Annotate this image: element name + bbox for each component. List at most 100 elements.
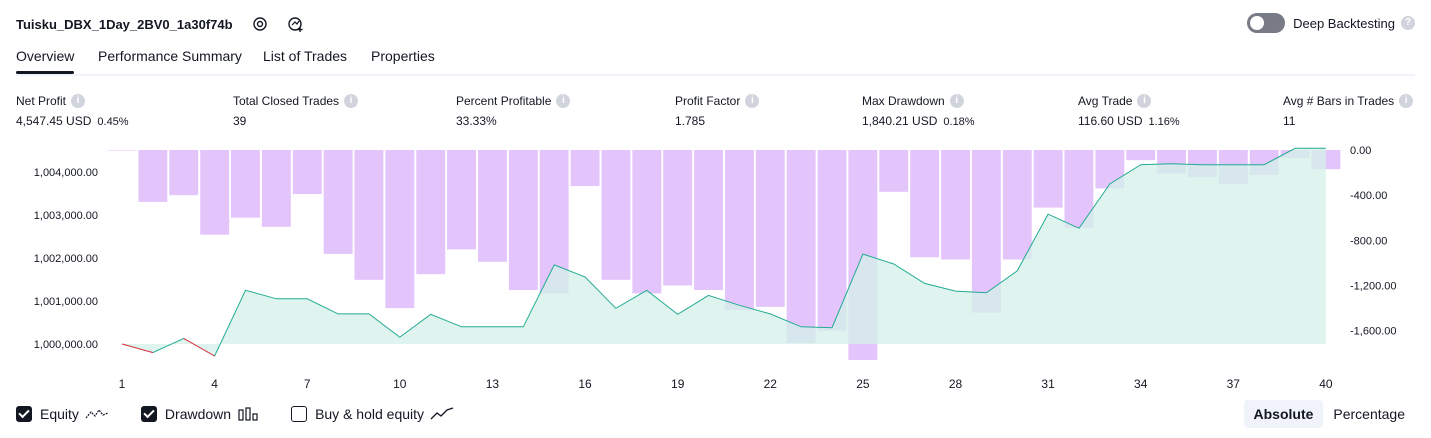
drawdown-bar bbox=[694, 150, 723, 290]
equity-checkbox[interactable] bbox=[16, 406, 32, 422]
drawdown-bar bbox=[231, 150, 260, 218]
drawdown-bar bbox=[416, 150, 446, 275]
right-axis-tick-label: -1,200.00 bbox=[1350, 281, 1396, 293]
drawdown-bar bbox=[663, 150, 693, 286]
drawdown-bar bbox=[323, 150, 353, 254]
x-axis-tick-label: 19 bbox=[671, 377, 685, 390]
metric-avg-trade: Avg Trade i 116.60 USD 1.16% bbox=[1078, 93, 1180, 128]
metric-value: 39 bbox=[233, 114, 247, 128]
legend-buy-hold[interactable]: Buy & hold equity bbox=[291, 406, 454, 422]
help-icon[interactable]: ? bbox=[1401, 16, 1415, 30]
metric-label: Profit Factor bbox=[675, 94, 741, 108]
drawdown-bar bbox=[169, 150, 199, 196]
legend-drawdown[interactable]: Drawdown bbox=[140, 406, 259, 422]
drawdown-bar bbox=[200, 150, 230, 235]
drawdown-bar bbox=[725, 150, 754, 311]
legend-equity-label: Equity bbox=[40, 406, 79, 422]
drawdown-bar bbox=[817, 150, 847, 331]
x-axis-tick-label: 31 bbox=[1041, 377, 1055, 390]
info-icon[interactable]: i bbox=[1137, 94, 1152, 108]
right-axis: 0.00 -400.00 -800.00 -1,200.00 -1,600.00 bbox=[1350, 145, 1396, 338]
drawdown-bar bbox=[138, 150, 168, 202]
x-axis-tick-label: 16 bbox=[578, 377, 592, 390]
scale-toggle: Absolute Percentage bbox=[1243, 400, 1416, 428]
info-icon[interactable]: i bbox=[71, 94, 86, 108]
drawdown-bar bbox=[1126, 150, 1156, 161]
metric-net-profit: Net Profit i 4,547.45 USD 0.45% bbox=[16, 93, 129, 128]
metric-avg-bars-in-trades: Avg # Bars in Trades i 11 bbox=[1283, 93, 1414, 128]
x-axis-tick-label: 4 bbox=[211, 377, 218, 390]
chart-legend: Equity Drawdown Buy & hold equity bbox=[16, 402, 486, 426]
legend-drawdown-label: Drawdown bbox=[164, 406, 232, 422]
legend-buy-hold-label: Buy & hold equity bbox=[315, 406, 425, 422]
drawdown-bar bbox=[570, 150, 600, 187]
x-axis-tick-label: 34 bbox=[1134, 377, 1148, 390]
drawdown-bar bbox=[292, 150, 322, 194]
drawdown-checkbox[interactable] bbox=[140, 406, 157, 422]
metric-percent: 0.45% bbox=[97, 116, 129, 128]
metric-percent: 0.18% bbox=[943, 116, 975, 128]
metric-value: 11 bbox=[1283, 114, 1296, 128]
settings-gear-icon[interactable] bbox=[251, 15, 269, 33]
right-axis-tick-label: -800.00 bbox=[1350, 235, 1387, 247]
metric-label: Avg # Bars in Trades bbox=[1283, 94, 1395, 108]
right-axis-tick-label: -1,600.00 bbox=[1350, 326, 1396, 338]
equity-drawdown-chart: 1,000,000.00 1,001,000.00 1,002,000.00 1,00… bbox=[34, 145, 1397, 390]
bars-icon bbox=[238, 407, 258, 421]
drawdown-bar bbox=[385, 150, 415, 309]
info-icon[interactable]: i bbox=[949, 94, 964, 108]
drawdown-bar bbox=[786, 150, 816, 344]
report-tabs: Overview Performance Summary List of Tra… bbox=[16, 48, 1415, 76]
metric-label: Percent Profitable bbox=[456, 94, 552, 108]
tab-performance-summary[interactable]: Performance Summary bbox=[98, 48, 242, 64]
left-axis: 1,000,000.00 1,001,000.00 1,002,000.00 1,00… bbox=[34, 167, 98, 351]
metric-value: 33.33% bbox=[456, 114, 497, 128]
x-axis-tick-label: 13 bbox=[486, 377, 500, 390]
strategy-header: Tuisku_DBX_1Day_2BV0_1a30f74b bbox=[16, 12, 305, 36]
equity-loss-segment bbox=[183, 337, 215, 357]
tab-overview[interactable]: Overview bbox=[16, 48, 75, 74]
metric-label: Max Drawdown bbox=[862, 94, 945, 108]
metric-value: 1.785 bbox=[675, 114, 706, 128]
strategy-title: Tuisku_DBX_1Day_2BV0_1a30f74b bbox=[16, 16, 233, 32]
info-icon[interactable]: i bbox=[556, 94, 571, 108]
x-axis-tick-label: 7 bbox=[304, 377, 311, 390]
metric-label: Total Closed Trades bbox=[233, 94, 340, 108]
drawdown-bar bbox=[755, 150, 785, 307]
metric-percent-profitable: Percent Profitable i 33.33% bbox=[456, 93, 571, 128]
x-axis-tick-label: 28 bbox=[949, 377, 963, 390]
deep-backtesting-toggle[interactable] bbox=[1247, 13, 1286, 33]
drawdown-bar bbox=[941, 150, 970, 260]
drawdown-bar bbox=[879, 150, 909, 192]
absolute-button[interactable]: Absolute bbox=[1243, 400, 1324, 428]
left-axis-tick-label: 1,002,000.00 bbox=[34, 253, 98, 265]
info-icon[interactable]: i bbox=[745, 94, 760, 108]
drawdown-bar bbox=[478, 150, 507, 262]
equity-line-icon bbox=[85, 408, 109, 419]
equity-line bbox=[121, 147, 1326, 357]
metric-label: Net Profit bbox=[16, 94, 67, 108]
metric-value: 1,840.21 USD bbox=[862, 114, 938, 128]
metric-value: 116.60 USD bbox=[1078, 114, 1143, 128]
metric-value: 4,547.45 USD bbox=[16, 114, 92, 128]
trend-line-icon bbox=[430, 407, 454, 420]
tab-list-of-trades[interactable]: List of Trades bbox=[263, 48, 348, 64]
percentage-button[interactable]: Percentage bbox=[1333, 406, 1405, 422]
right-axis-tick-label: 0.00 bbox=[1350, 145, 1371, 157]
x-axis-tick-label: 25 bbox=[856, 377, 870, 390]
left-axis-tick-label: 1,000,000.00 bbox=[34, 339, 98, 351]
drawdown-bar bbox=[632, 150, 662, 294]
info-icon[interactable]: i bbox=[1399, 94, 1414, 108]
equity-loss-segment bbox=[121, 343, 154, 354]
add-to-chart-icon[interactable] bbox=[287, 15, 305, 33]
tab-properties[interactable]: Properties bbox=[371, 48, 435, 64]
drawdown-bar bbox=[107, 150, 137, 151]
info-icon[interactable]: i bbox=[344, 94, 359, 108]
buy-hold-checkbox[interactable] bbox=[291, 406, 308, 422]
x-axis: 1 4 7 10 13 16 19 22 25 28 31 34 37 40 bbox=[119, 377, 1333, 390]
metric-max-drawdown: Max Drawdown i 1,840.21 USD 0.18% bbox=[862, 93, 975, 128]
legend-equity[interactable]: Equity bbox=[16, 406, 109, 422]
metric-total-closed-trades: Total Closed Trades i 39 bbox=[233, 93, 359, 128]
metric-profit-factor: Profit Factor i 1.785 bbox=[675, 93, 760, 128]
x-axis-tick-label: 22 bbox=[764, 377, 778, 390]
